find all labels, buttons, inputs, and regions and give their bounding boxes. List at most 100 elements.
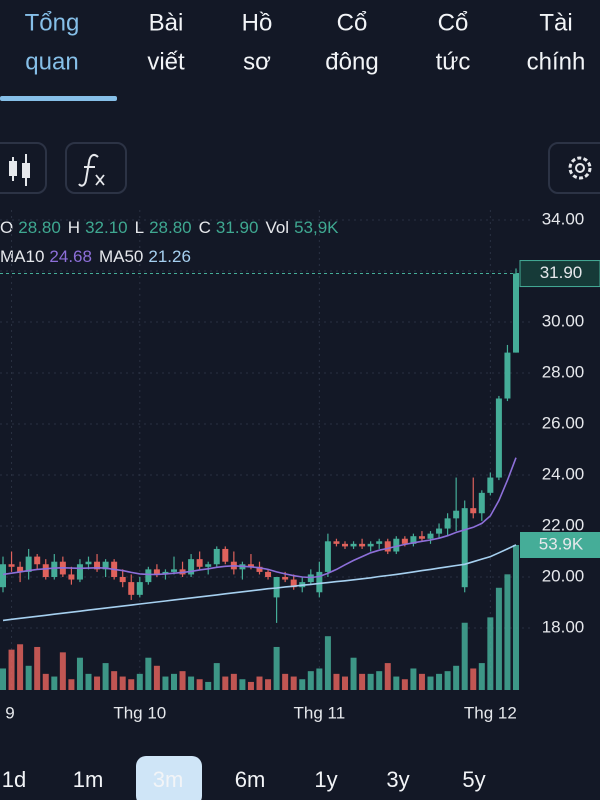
candle-body <box>376 541 383 544</box>
candle-body <box>68 574 75 580</box>
volume-bar <box>162 676 169 690</box>
header-part: Vol <box>265 218 289 237</box>
volume-bar <box>188 676 195 690</box>
button-frame <box>548 142 600 194</box>
candle-body <box>85 561 92 565</box>
candle-body <box>478 492 485 514</box>
tab-label[interactable]: quan <box>25 48 78 75</box>
candle-body <box>222 548 229 562</box>
tab-label[interactable]: Tổng <box>25 9 80 36</box>
volume-bar <box>128 679 135 690</box>
range-button[interactable]: 3m <box>153 767 184 792</box>
volume-tag-bg <box>520 532 600 558</box>
gear-icon <box>575 163 585 173</box>
tab-label[interactable]: Hồ <box>242 9 273 36</box>
volume-bar <box>461 622 468 690</box>
volume-bar <box>367 673 374 690</box>
volume-bar <box>324 636 331 690</box>
tab-label[interactable]: viết <box>147 48 185 75</box>
volume-bar <box>384 663 391 690</box>
candle-body <box>76 564 83 580</box>
fx-icon <box>78 153 99 187</box>
tab-label[interactable]: sơ <box>243 48 271 75</box>
volume-bar <box>504 574 511 690</box>
volume-bar <box>119 676 126 690</box>
price-tag: 31.90 <box>540 263 583 282</box>
candle-body <box>324 541 331 572</box>
tab-label[interactable]: đông <box>325 48 378 75</box>
y-tick-label: 22.00 <box>542 515 585 534</box>
volume-bar <box>299 679 306 690</box>
settings-button[interactable] <box>548 142 600 194</box>
volume-bar <box>196 679 203 690</box>
candle-body <box>393 538 400 552</box>
candle-body <box>153 569 160 575</box>
y-tick-label: 18.00 <box>542 617 585 636</box>
volume-bar <box>427 676 434 690</box>
header-part: MA50 <box>99 247 143 266</box>
range-button[interactable]: 3y <box>386 767 409 792</box>
button-frame <box>0 142 47 194</box>
candle-body <box>359 543 366 547</box>
x-tick-label: Thg 11 <box>294 703 346 722</box>
header-part: 32.10 <box>85 218 128 237</box>
volume-bar <box>256 676 263 690</box>
volume-bar <box>59 652 66 690</box>
volume-bar <box>51 676 58 690</box>
candle-type-button[interactable] <box>0 142 47 194</box>
volume-bar <box>444 671 451 690</box>
volume-bar <box>0 668 6 690</box>
volume-bar <box>265 679 272 690</box>
range-button[interactable]: 1m <box>73 767 104 792</box>
range-button[interactable]: 5y <box>462 767 485 792</box>
candle-body <box>0 564 6 588</box>
tab-label[interactable]: Bài <box>149 9 184 36</box>
candle-body <box>436 528 443 534</box>
candle-body <box>51 561 58 577</box>
button-frame <box>65 142 127 194</box>
volume-bar <box>453 665 460 690</box>
tab-label[interactable]: tức <box>436 48 471 75</box>
y-tick-label: 20.00 <box>542 566 585 585</box>
candle-body <box>367 543 374 547</box>
candle-body <box>256 566 263 572</box>
volume-bar <box>94 676 101 690</box>
candle-body <box>265 571 272 577</box>
range-button[interactable]: 1y <box>314 767 337 792</box>
candle-body <box>453 510 460 519</box>
candle-body <box>418 536 425 539</box>
volume-bar <box>136 673 143 690</box>
candle-body <box>94 561 101 570</box>
header-part: 31.90 <box>216 218 259 237</box>
candle-body <box>350 543 357 547</box>
volume-bar <box>273 646 280 690</box>
ohlc-header: O 28.80 H 32.10 L 28.80 C 31.90 Vol 53,9K <box>0 218 339 237</box>
volume-bar <box>333 673 340 690</box>
candle-body <box>34 556 41 565</box>
volume-bar <box>290 676 297 690</box>
candle-body <box>513 273 519 353</box>
volume-bar <box>316 668 323 690</box>
header-part: L <box>135 218 144 237</box>
range-button[interactable]: 6m <box>235 767 266 792</box>
volume-bar <box>418 673 425 690</box>
candle-body <box>401 538 408 544</box>
y-tick-label: 34.00 <box>542 209 585 228</box>
active-range-bg <box>136 756 202 800</box>
x-tick-label: Thg 12 <box>464 703 517 722</box>
indicator-button[interactable] <box>65 142 127 194</box>
tab-label[interactable]: Tài <box>539 9 572 36</box>
volume-bar <box>401 679 408 690</box>
volume-bar <box>17 644 24 690</box>
candle-body <box>128 582 135 595</box>
ma-header: MA10 24.68 MA50 21.26 <box>0 247 191 266</box>
candle-body <box>342 543 348 547</box>
range-button[interactable]: 1d <box>2 767 26 792</box>
tab-label[interactable]: Cổ <box>438 9 469 36</box>
tab-label[interactable]: Cổ <box>337 9 368 36</box>
volume-bar <box>513 545 519 690</box>
volume-bar <box>410 668 417 690</box>
tab-label[interactable]: chính <box>527 48 586 75</box>
candle-body <box>8 564 15 567</box>
